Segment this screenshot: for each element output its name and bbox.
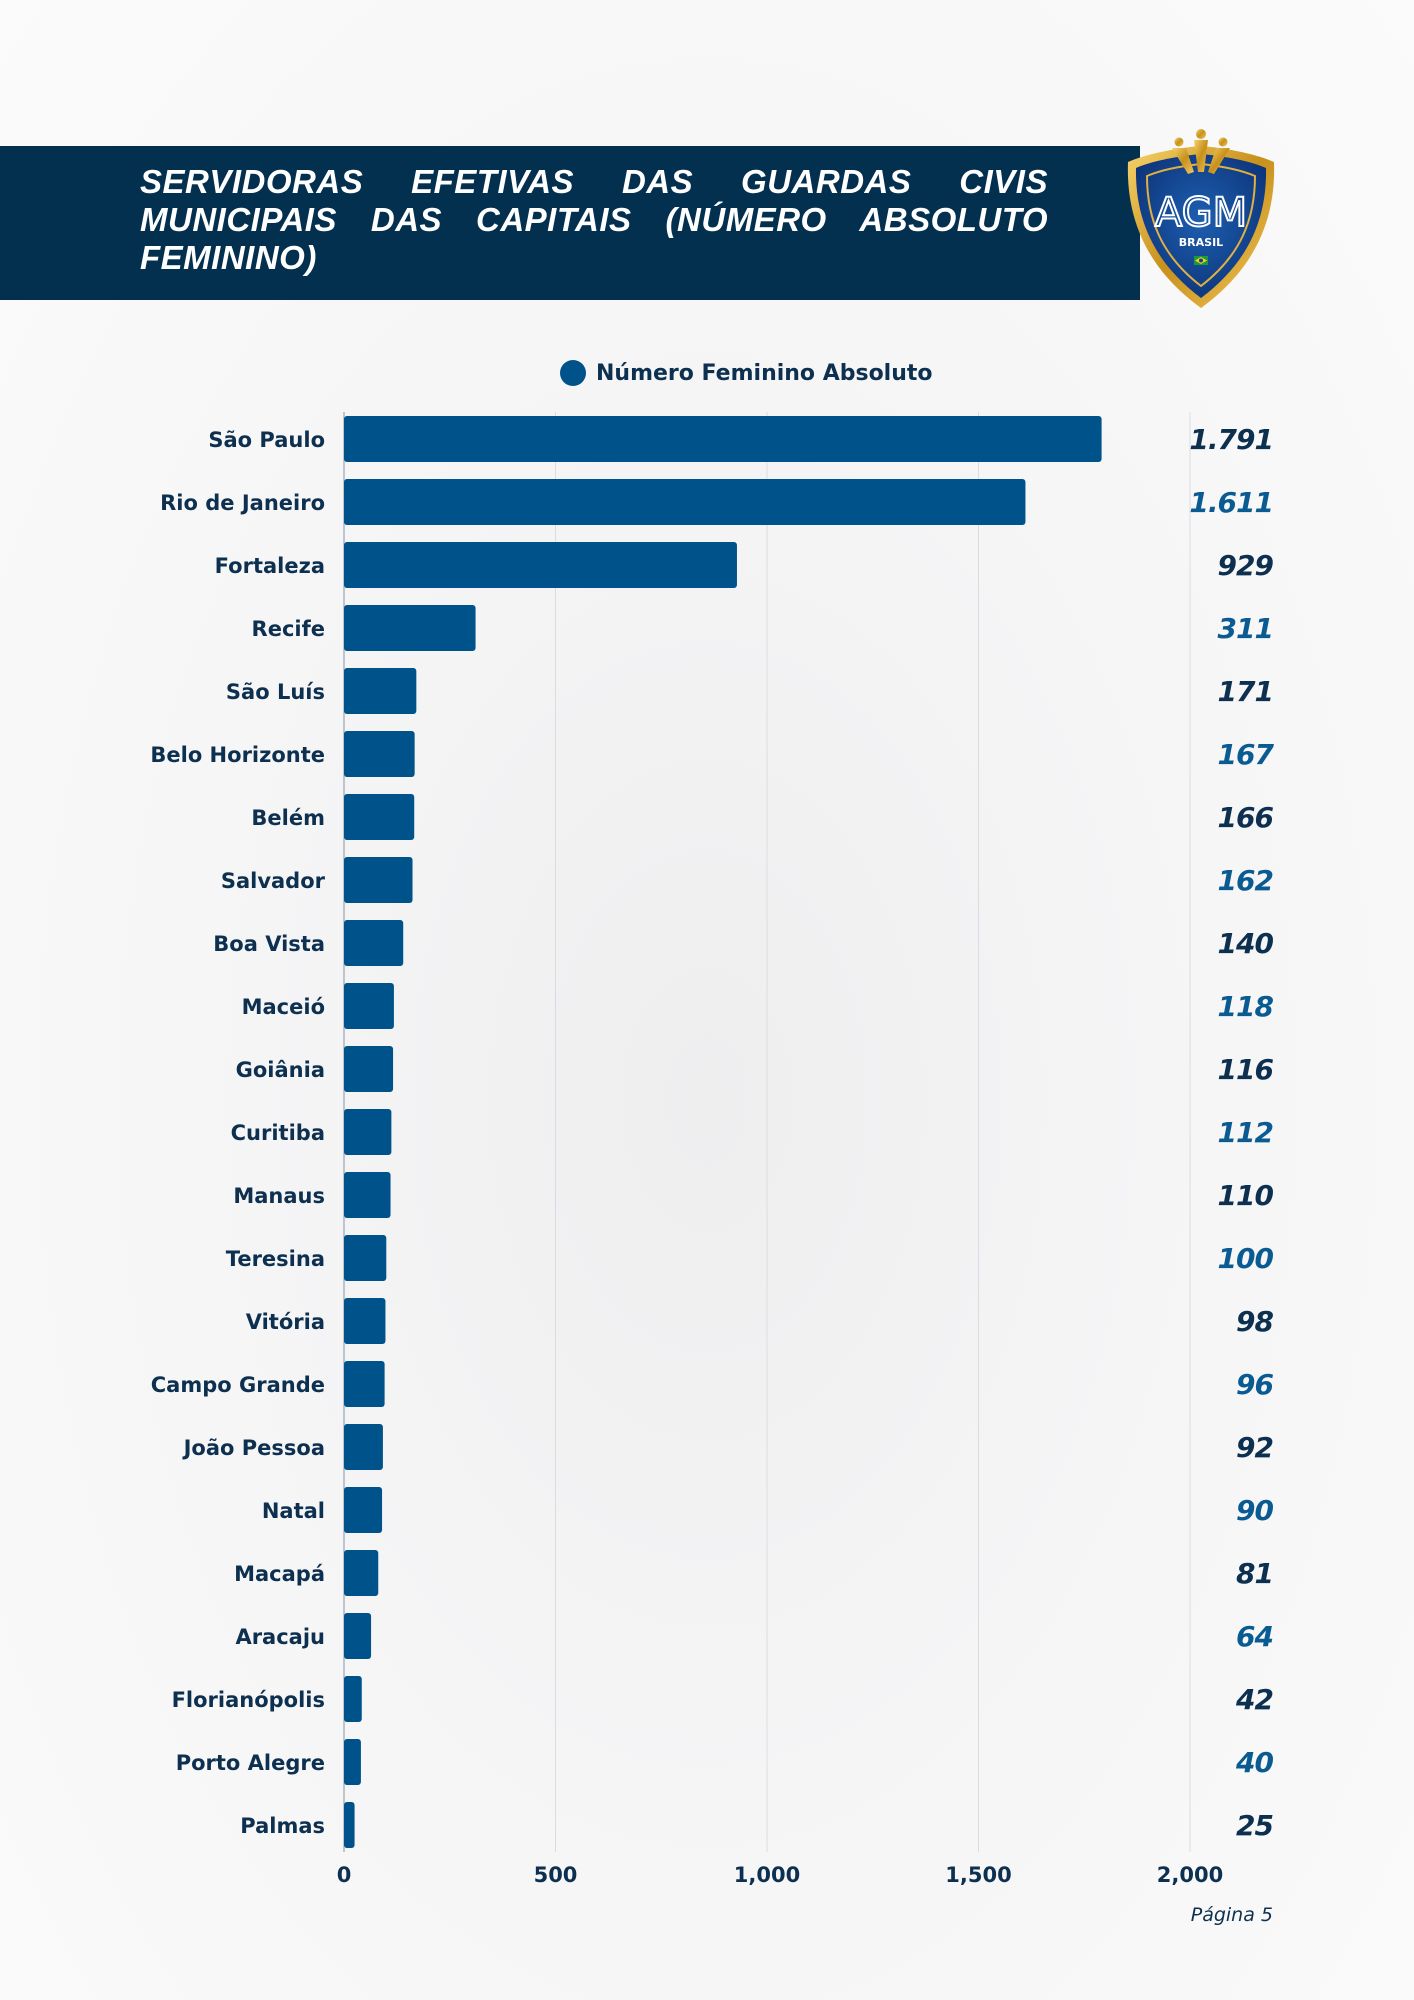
value-label: 90	[1236, 1494, 1273, 1527]
category-label: Campo Grande	[151, 1373, 325, 1397]
chart-legend: Número Feminino Absoluto	[560, 358, 933, 388]
category-label: Rio de Janeiro	[160, 491, 325, 515]
value-label: 118	[1218, 990, 1274, 1023]
category-label: Florianópolis	[172, 1688, 325, 1712]
x-tick-label: 1,500	[945, 1863, 1011, 1887]
category-label: Natal	[262, 1499, 325, 1523]
bar	[344, 857, 413, 903]
value-label: 140	[1218, 927, 1274, 960]
value-label: 1.611	[1189, 486, 1273, 519]
legend-label: Número Feminino Absoluto	[596, 360, 933, 386]
category-label: São Paulo	[208, 428, 325, 452]
bar	[344, 1802, 355, 1848]
bar	[344, 983, 394, 1029]
category-label: Palmas	[240, 1814, 325, 1838]
bar	[344, 416, 1102, 462]
category-label: Belo Horizonte	[150, 743, 325, 767]
x-tick-label: 500	[534, 1863, 578, 1887]
bar	[344, 731, 415, 777]
bar	[344, 1550, 379, 1596]
category-label: Fortaleza	[215, 554, 325, 578]
category-label: Salvador	[221, 869, 326, 893]
value-label: 40	[1235, 1746, 1273, 1779]
category-label: Vitória	[246, 1310, 325, 1334]
bar	[344, 1739, 361, 1785]
value-label: 1.791	[1189, 423, 1273, 456]
value-label: 112	[1218, 1116, 1273, 1149]
x-tick-label: 1,000	[734, 1863, 800, 1887]
logo-subtext: BRASIL	[1179, 236, 1223, 249]
value-label: 25	[1236, 1809, 1273, 1842]
value-label: 167	[1218, 738, 1275, 771]
x-tick-label: 2,000	[1157, 1863, 1223, 1887]
value-label: 92	[1236, 1431, 1273, 1464]
bar	[344, 794, 415, 840]
bar	[344, 1676, 362, 1722]
bar	[344, 1235, 387, 1281]
value-label: 98	[1236, 1305, 1273, 1338]
value-label: 162	[1218, 864, 1273, 897]
bar	[344, 668, 417, 714]
page-number: Página 5	[1190, 1904, 1273, 1926]
category-label: Teresina	[226, 1247, 325, 1271]
value-label: 81	[1236, 1557, 1273, 1590]
value-label: 166	[1218, 801, 1274, 834]
header-band	[0, 146, 1140, 300]
category-label: Macapá	[234, 1562, 325, 1586]
bar	[344, 1109, 392, 1155]
value-label: 116	[1218, 1053, 1274, 1086]
logo-text: AGM	[1155, 190, 1247, 236]
legend-marker-icon	[560, 360, 586, 386]
bar	[344, 920, 404, 966]
category-label: Porto Alegre	[176, 1751, 325, 1775]
bar	[344, 1424, 383, 1470]
value-label: 96	[1236, 1368, 1273, 1401]
bar	[344, 1361, 385, 1407]
bar	[344, 605, 476, 651]
category-label: Aracaju	[235, 1625, 325, 1649]
bar	[344, 542, 737, 588]
bar	[344, 1613, 372, 1659]
category-label: Recife	[252, 617, 325, 641]
value-label: 42	[1235, 1683, 1273, 1716]
category-label: São Luís	[226, 680, 325, 704]
bar	[344, 1046, 394, 1092]
category-label: Goiânia	[236, 1058, 325, 1082]
bar	[344, 1487, 383, 1533]
category-label: Boa Vista	[213, 932, 325, 956]
value-label: 110	[1218, 1179, 1274, 1212]
x-tick-label: 0	[337, 1863, 352, 1887]
category-label: João Pessoa	[182, 1436, 325, 1460]
category-label: Manaus	[233, 1184, 325, 1208]
value-label: 929	[1218, 549, 1274, 582]
agm-logo: AGM BRASIL	[1127, 129, 1275, 308]
bar	[344, 479, 1026, 525]
category-label: Belém	[251, 806, 325, 830]
bar	[344, 1298, 386, 1344]
bar	[344, 1172, 391, 1218]
value-label: 64	[1236, 1620, 1273, 1653]
value-label: 100	[1218, 1242, 1274, 1275]
page-title: SERVIDORAS EFETIVAS DAS GUARDAS CIVIS MU…	[140, 163, 1048, 276]
value-label: 171	[1218, 675, 1273, 708]
category-label: Maceió	[242, 995, 325, 1019]
value-label: 311	[1218, 612, 1273, 645]
category-label: Curitiba	[231, 1121, 325, 1145]
